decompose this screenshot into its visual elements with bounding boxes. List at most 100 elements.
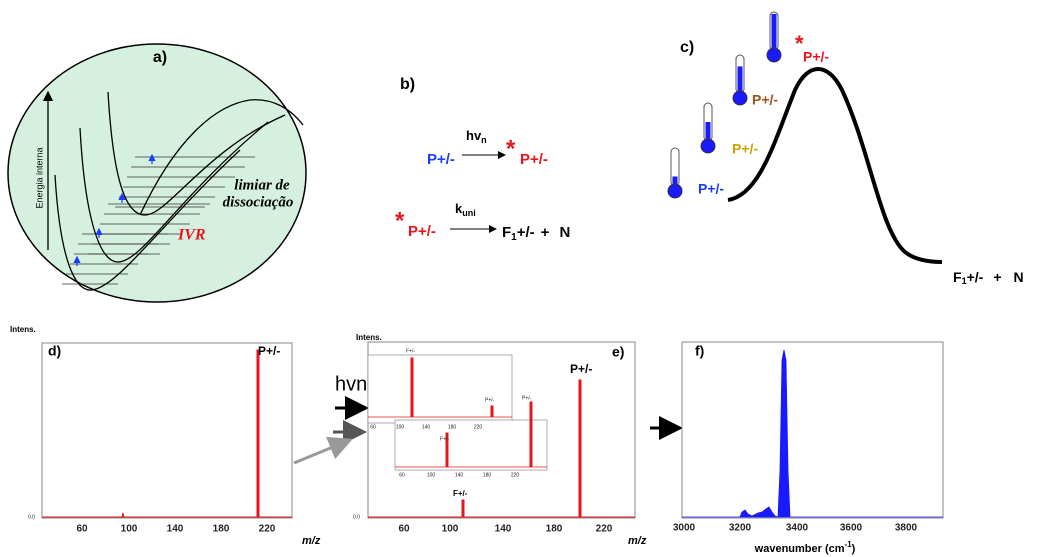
reactant: P+/- xyxy=(408,223,436,240)
x-tick-label: 100 xyxy=(396,424,405,430)
threshold-label: limiar de xyxy=(234,177,290,193)
panel-b: b) P+/- hvn * P+/- * P+/- kuni F1+/- + N xyxy=(395,76,570,242)
panel-label: b) xyxy=(400,76,415,93)
x-tick-label: 3400 xyxy=(786,523,809,534)
x-label: wavenumber (cm-1) xyxy=(754,540,856,555)
x-label-end: ) xyxy=(852,543,856,555)
panel-f: f) 3000 3200 3400 3600 3800 wavenumber (cm-1… xyxy=(673,341,944,555)
photon-label: hvn xyxy=(335,373,367,395)
x-tick-label: 3000 xyxy=(673,523,696,534)
inset-label: P+/- xyxy=(485,397,495,403)
panel-label: e) xyxy=(612,344,624,360)
x-label: m/z xyxy=(628,535,647,547)
products: F1+/- + N xyxy=(953,269,1024,287)
ion-label: P+/- xyxy=(803,49,829,65)
x-tick-label: 180 xyxy=(483,472,492,478)
y-tick-label: 0.0 xyxy=(28,514,35,520)
inset-frame xyxy=(367,354,513,424)
x-label: m/z xyxy=(302,535,321,547)
inset-label: P+/- xyxy=(522,395,532,401)
plot-frame xyxy=(681,341,944,519)
thermometer-fill xyxy=(705,122,711,143)
ivr-arrows xyxy=(73,153,156,266)
peak-label: P+/- xyxy=(258,344,280,358)
excited-star: * xyxy=(795,31,804,56)
panel-a-circle xyxy=(7,43,307,303)
ivr-label: IVR xyxy=(177,227,206,244)
y-tick-label: 0.0 xyxy=(353,514,360,520)
panel-label: a) xyxy=(153,49,167,66)
axis-label: Energia interna xyxy=(34,147,44,208)
excited-star: * xyxy=(395,207,405,234)
x-tick-label: 180 xyxy=(448,424,457,430)
thermometer-fill xyxy=(771,13,777,52)
energy-barrier xyxy=(727,67,943,264)
x-tick-label: 220 xyxy=(511,472,520,478)
fragment: F1+/- + N xyxy=(502,224,570,243)
inset-frame xyxy=(394,419,548,471)
y-label: Intens. xyxy=(356,333,382,342)
transfer-arrows: hvn xyxy=(293,373,683,465)
x-tick-label: 180 xyxy=(213,524,230,535)
thermometer-bulb xyxy=(700,138,716,154)
ion-label: P+/- xyxy=(732,141,758,157)
x-tick-label: 180 xyxy=(546,524,563,535)
x-tick-label: 140 xyxy=(455,472,464,478)
x-tick-label: 220 xyxy=(259,524,276,535)
plus: + xyxy=(993,269,1001,285)
photon: hvn xyxy=(466,128,487,145)
panel-label: d) xyxy=(48,343,61,359)
x-tick-label: 220 xyxy=(474,424,483,430)
ion-label: P+/- xyxy=(698,181,724,197)
neutral: N xyxy=(559,224,570,241)
thermometers xyxy=(667,11,782,199)
x-tick-label: 3200 xyxy=(729,523,752,534)
x-tick-label: 3800 xyxy=(895,523,918,534)
panel-c: c) P+/- P+/- P+/- P+/- * F1+/- + N xyxy=(667,11,1024,287)
y-label: Intens. xyxy=(10,325,36,334)
x-tick-label: 3600 xyxy=(840,523,863,534)
x-tick-label: 60 xyxy=(399,472,405,478)
spectrum-peak xyxy=(121,349,260,518)
panel-e: Intens. e) P+/- F+/- 0.0 F+/- P+/- P+/- … xyxy=(353,333,647,547)
x-label-text: wavenumber (cm xyxy=(754,543,845,555)
photon-symbol: hv xyxy=(466,128,482,143)
neutral: N xyxy=(1014,269,1024,285)
ion-label: P+/- xyxy=(752,92,778,108)
rate-subscript: uni xyxy=(462,208,476,218)
x-tick-label: 60 xyxy=(370,424,376,430)
x-tick-label: 100 xyxy=(121,524,138,535)
thermometer-bulb xyxy=(667,183,683,199)
inset-label: F+/- xyxy=(406,348,415,354)
plot-frame xyxy=(41,342,293,519)
x-tick-label: 60 xyxy=(76,524,88,535)
x-tick-label: 60 xyxy=(398,524,410,535)
ir-spectrum xyxy=(682,349,943,518)
inset-label: F+/- xyxy=(440,436,449,442)
panel-d: Intens. d) P+/- 0.0 60 100 140 180 220 m/z xyxy=(10,325,321,547)
x-tick-label: 220 xyxy=(596,524,613,535)
fragment-charge: +/- xyxy=(517,224,535,241)
product: P+/- xyxy=(520,151,548,168)
peak-label: P+/- xyxy=(570,362,592,376)
x-label-sup: -1 xyxy=(845,540,853,549)
plus: + xyxy=(541,224,550,241)
spectrum-peak xyxy=(461,379,582,517)
threshold-label: dissociação xyxy=(223,194,294,210)
fragment-symbol: F xyxy=(953,269,962,285)
excited-star: * xyxy=(506,135,516,162)
thermometer-bulb xyxy=(732,90,748,106)
reactant: P+/- xyxy=(427,151,455,168)
thermometer-bulb xyxy=(766,47,782,63)
x-tick-label: 100 xyxy=(427,472,436,478)
rate: kuni xyxy=(455,201,476,218)
thermometer-fill xyxy=(737,66,743,95)
rate-symbol: k xyxy=(455,201,463,216)
fragment-subscript: 1 xyxy=(511,232,517,243)
fragment-symbol: F xyxy=(502,224,511,241)
x-tick-label: 140 xyxy=(422,424,431,430)
photon-subscript: n xyxy=(481,135,487,145)
x-tick-label: 140 xyxy=(495,524,512,535)
fragment-charge: +/- xyxy=(967,269,984,285)
